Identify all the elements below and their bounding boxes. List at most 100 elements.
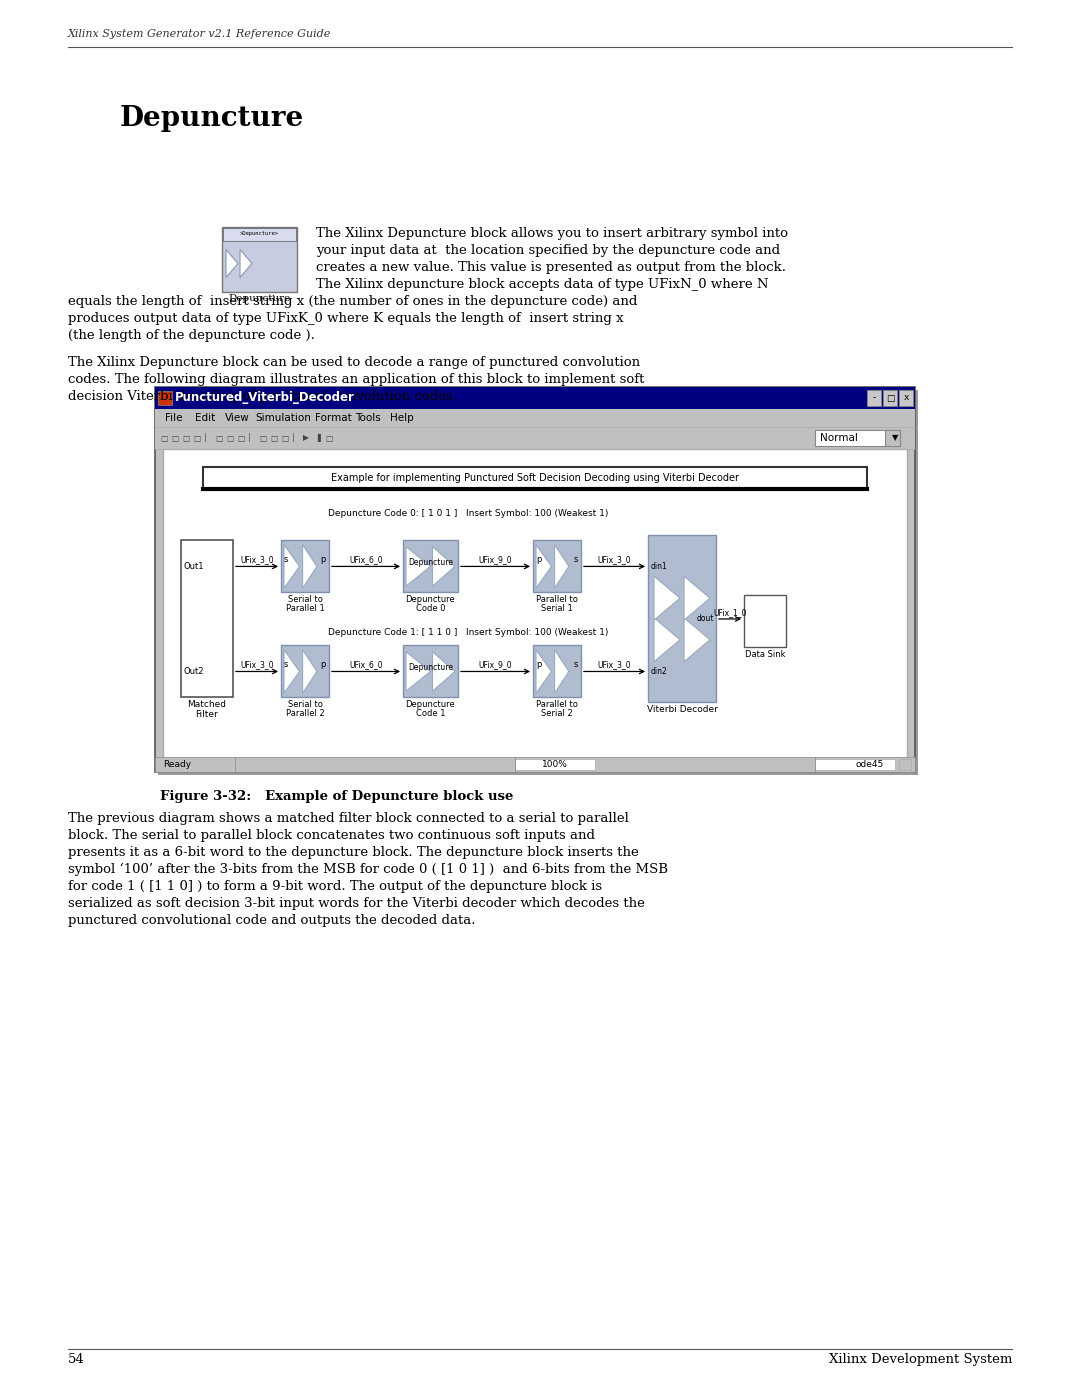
Text: ▐: ▐ (314, 433, 320, 443)
Text: UFix_9_0: UFix_9_0 (478, 661, 512, 669)
Text: Ready: Ready (163, 760, 191, 768)
Text: Depuncture: Depuncture (120, 105, 305, 131)
FancyBboxPatch shape (156, 387, 915, 409)
FancyBboxPatch shape (883, 390, 897, 407)
Text: UFix_6_0: UFix_6_0 (349, 556, 382, 564)
Text: punctured convolutional code and outputs the decoded data.: punctured convolutional code and outputs… (68, 914, 475, 928)
Polygon shape (432, 546, 455, 587)
Text: UFix_3_0: UFix_3_0 (597, 661, 632, 669)
FancyBboxPatch shape (815, 430, 900, 446)
Text: |: | (292, 433, 295, 443)
Text: Viterbi Decoder: Viterbi Decoder (647, 705, 717, 714)
Text: >Depuncture>: >Depuncture> (240, 232, 279, 236)
Text: Depuncture: Depuncture (406, 595, 456, 605)
Polygon shape (555, 650, 569, 693)
Polygon shape (302, 545, 316, 588)
Text: produces output data of type UFixK_0 where K equals the length of  insert string: produces output data of type UFixK_0 whe… (68, 312, 623, 326)
Text: serialized as soft decision 3-bit input words for the Viterbi decoder which deco: serialized as soft decision 3-bit input … (68, 897, 645, 909)
FancyBboxPatch shape (156, 427, 915, 448)
Text: ▼: ▼ (892, 433, 899, 443)
Text: |: | (248, 433, 251, 443)
Polygon shape (226, 250, 238, 278)
Text: Normal: Normal (820, 433, 858, 443)
Text: □: □ (226, 433, 233, 443)
FancyBboxPatch shape (648, 535, 716, 703)
Text: UFix_3_0: UFix_3_0 (240, 661, 274, 669)
FancyBboxPatch shape (281, 541, 329, 592)
Text: Tools: Tools (355, 414, 381, 423)
Text: Depuncture Code 0: [ 1 0 1 ]   Insert Symbol: 100 (Weakest 1): Depuncture Code 0: [ 1 0 1 ] Insert Symb… (328, 510, 608, 518)
Text: Code 1: Code 1 (416, 710, 445, 718)
Text: File: File (165, 414, 183, 423)
Text: Serial 2: Serial 2 (541, 710, 572, 718)
Text: Help: Help (390, 414, 414, 423)
Text: symbol ‘100’ after the 3-bits from the MSB for code 0 ( [1 0 1] )  and 6-bits fr: symbol ‘100’ after the 3-bits from the M… (68, 863, 669, 876)
Text: presents it as a 6-bit word to the depuncture block. The depuncture block insert: presents it as a 6-bit word to the depun… (68, 847, 638, 859)
Text: Serial 1: Serial 1 (541, 605, 572, 613)
Text: UFix_9_0: UFix_9_0 (478, 556, 512, 564)
Text: Serial to: Serial to (287, 700, 323, 710)
Polygon shape (240, 250, 252, 278)
Text: Depuncture: Depuncture (406, 700, 456, 710)
Text: Punctured_Viterbi_Decoder: Punctured_Viterbi_Decoder (175, 391, 355, 405)
Text: □: □ (183, 433, 189, 443)
Text: □: □ (281, 433, 288, 443)
FancyBboxPatch shape (815, 759, 895, 770)
Text: UFix_3_0: UFix_3_0 (240, 556, 274, 564)
Text: Xilinx System Generator v2.1 Reference Guide: Xilinx System Generator v2.1 Reference G… (68, 29, 332, 39)
Text: Simulation: Simulation (255, 414, 311, 423)
Text: 100%: 100% (542, 760, 568, 768)
FancyBboxPatch shape (158, 391, 172, 405)
Text: decision Viterbi decoding of punctured convolution codes.: decision Viterbi decoding of punctured c… (68, 390, 457, 402)
FancyBboxPatch shape (867, 390, 881, 407)
Text: x: x (903, 394, 908, 402)
Text: din2: din2 (651, 666, 667, 676)
Text: Format: Format (315, 414, 352, 423)
Text: Example for implementing Punctured Soft Decision Decoding using Viterbi Decoder: Example for implementing Punctured Soft … (330, 474, 739, 483)
Text: □: □ (193, 433, 200, 443)
Text: Xilinx Development System: Xilinx Development System (828, 1354, 1012, 1366)
Polygon shape (684, 617, 710, 662)
Text: □: □ (259, 433, 267, 443)
Text: Depuncture: Depuncture (408, 557, 453, 567)
Text: □: □ (325, 433, 333, 443)
Text: for code 1 ( [1 1 0] ) to form a 9-bit word. The output of the depuncture block : for code 1 ( [1 1 0] ) to form a 9-bit w… (68, 880, 603, 893)
Text: □: □ (270, 433, 278, 443)
Text: UFix_3_0: UFix_3_0 (597, 556, 632, 564)
Text: UFix_1_0: UFix_1_0 (713, 608, 746, 617)
Polygon shape (654, 617, 680, 662)
FancyBboxPatch shape (222, 228, 296, 242)
Text: |: | (204, 433, 206, 443)
FancyBboxPatch shape (515, 759, 595, 770)
FancyBboxPatch shape (885, 430, 900, 446)
Text: Figure 3-32:   Example of Depuncture block use: Figure 3-32: Example of Depuncture block… (160, 789, 513, 803)
FancyBboxPatch shape (899, 759, 912, 770)
Text: Data Sink: Data Sink (745, 650, 785, 659)
Polygon shape (302, 650, 316, 693)
Text: □: □ (215, 433, 222, 443)
Text: creates a new value. This value is presented as output from the block.: creates a new value. This value is prese… (316, 261, 786, 274)
Text: codes. The following diagram illustrates an application of this block to impleme: codes. The following diagram illustrates… (68, 373, 645, 386)
Text: Filter: Filter (195, 711, 218, 719)
Polygon shape (432, 652, 455, 692)
Text: Out2: Out2 (183, 666, 203, 676)
FancyBboxPatch shape (222, 226, 297, 292)
FancyBboxPatch shape (534, 645, 581, 697)
Text: p: p (321, 661, 326, 669)
Text: The previous diagram shows a matched filter block connected to a serial to paral: The previous diagram shows a matched fil… (68, 812, 629, 826)
Text: □: □ (160, 433, 167, 443)
FancyBboxPatch shape (158, 390, 918, 775)
Text: Depuncture Code 1: [ 1 1 0 ]   Insert Symbol: 100 (Weakest 1): Depuncture Code 1: [ 1 1 0 ] Insert Symb… (328, 629, 608, 637)
Text: Parallel to: Parallel to (536, 595, 578, 605)
Text: The Xilinx depuncture block accepts data of type UFixN_0 where N: The Xilinx depuncture block accepts data… (316, 278, 769, 291)
Text: Depuncture: Depuncture (408, 664, 453, 672)
Polygon shape (284, 545, 299, 588)
FancyBboxPatch shape (156, 757, 915, 773)
Polygon shape (406, 546, 431, 587)
Text: s: s (573, 556, 578, 564)
Text: Parallel 1: Parallel 1 (285, 605, 324, 613)
FancyBboxPatch shape (534, 541, 581, 592)
Text: Matched: Matched (188, 700, 227, 710)
Text: The Xilinx Depuncture block can be used to decode a range of punctured convoluti: The Xilinx Depuncture block can be used … (68, 356, 640, 369)
Text: Parallel 2: Parallel 2 (285, 710, 324, 718)
